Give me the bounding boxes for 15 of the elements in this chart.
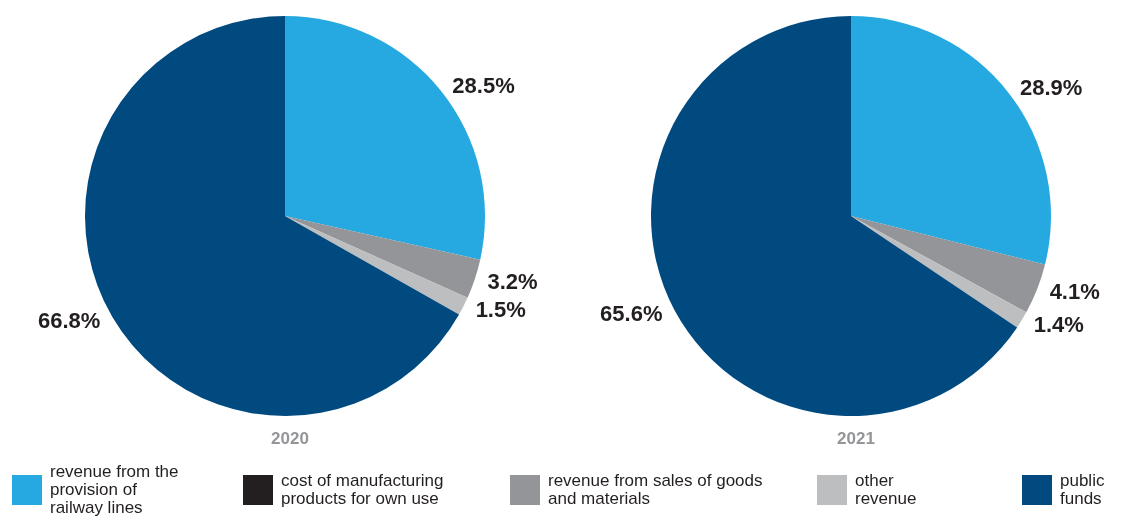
data-label: 4.1%	[1049, 279, 1100, 305]
legend-label: cost of manufacturing products for own use	[281, 471, 445, 508]
legend-label: revenue from the provision of railway lines	[50, 462, 180, 517]
data-label: 1.5%	[475, 297, 526, 323]
data-label: 66.8%	[37, 308, 101, 334]
data-label: 1.4%	[1033, 311, 1084, 337]
data-label: 3.2%	[487, 269, 538, 295]
slice-label: 2020	[271, 429, 309, 448]
data-label: 28.5%	[452, 73, 515, 99]
legend-label: revenue from sales of goods and materials	[548, 471, 764, 508]
data-label: 65.6%	[600, 301, 663, 327]
data-label: 28.9%	[1019, 75, 1083, 101]
legend-label: other revenue	[855, 471, 918, 508]
slice-label: 2021	[837, 429, 875, 448]
legend-label: public funds	[1060, 471, 1105, 508]
